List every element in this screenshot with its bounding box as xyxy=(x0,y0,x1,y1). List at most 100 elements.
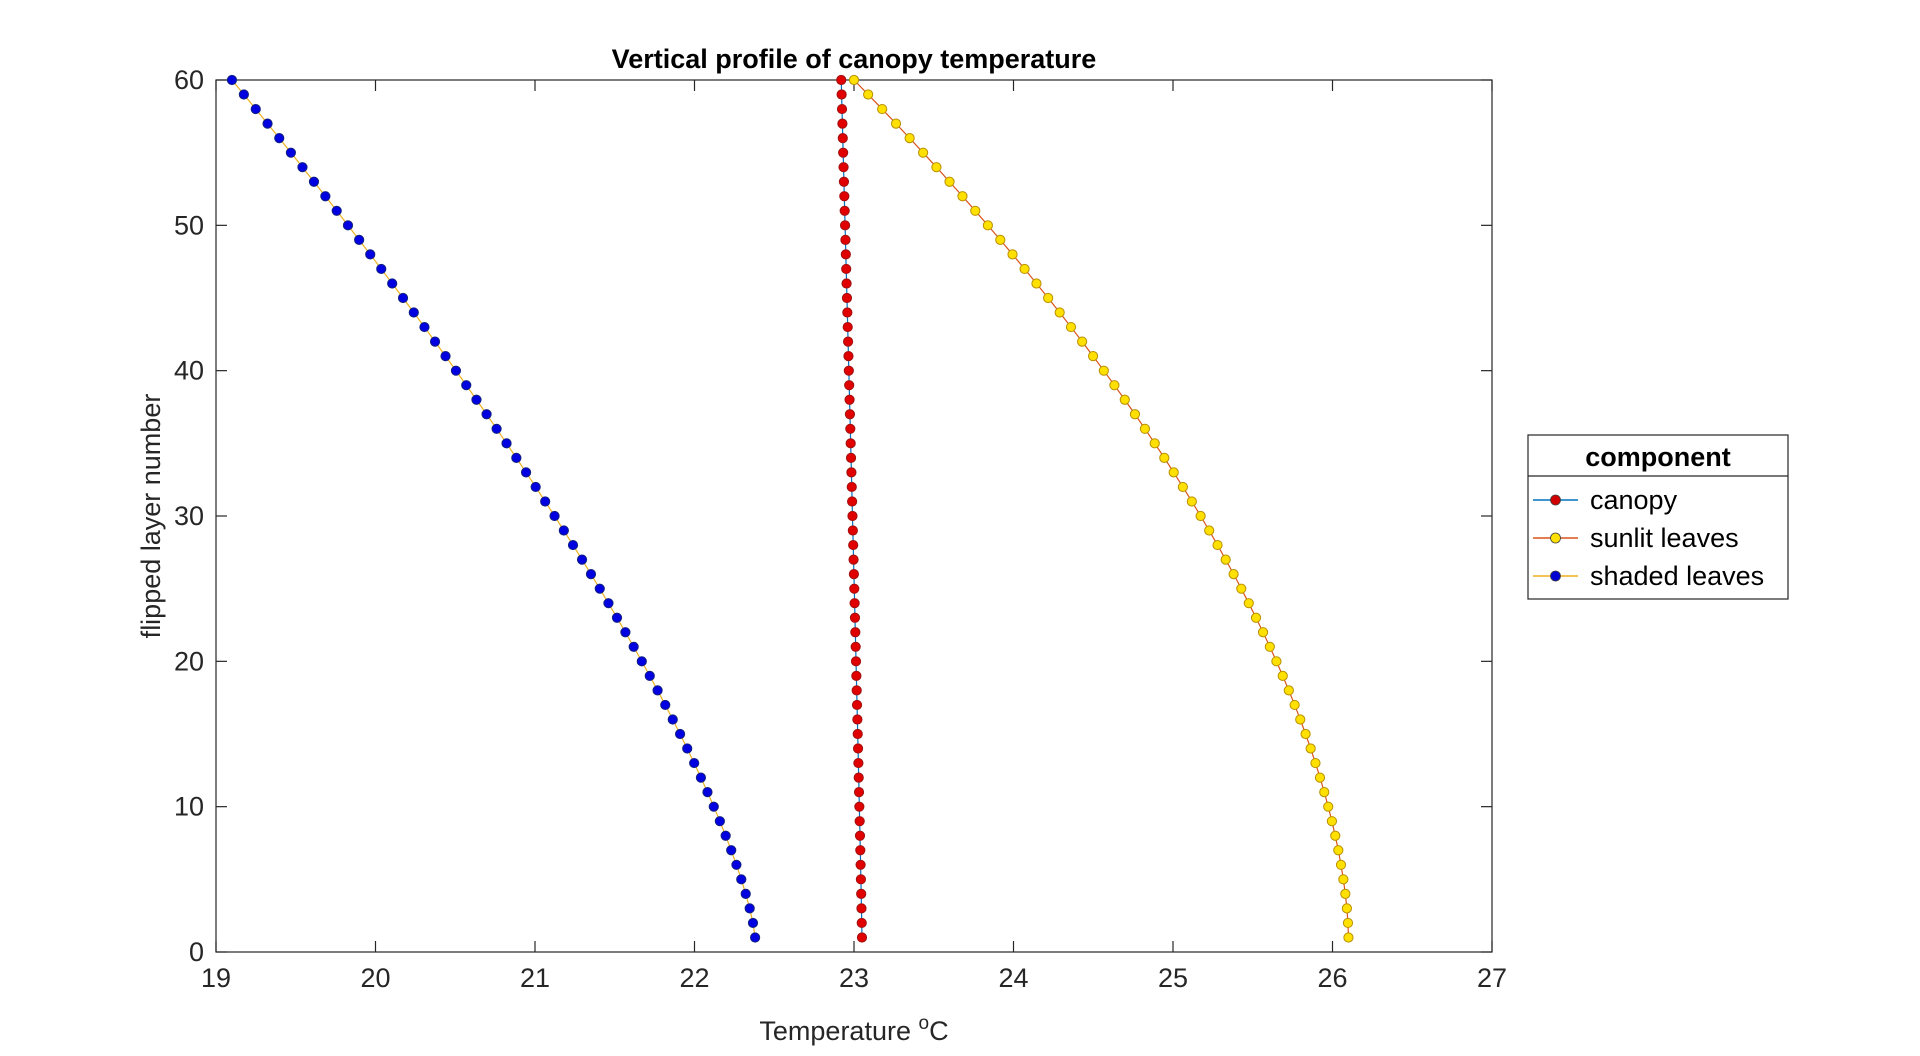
data-point xyxy=(644,670,655,681)
data-point xyxy=(674,728,686,740)
data-point xyxy=(491,423,502,434)
data-point xyxy=(540,496,551,507)
data-point xyxy=(1250,612,1262,623)
data-point xyxy=(1338,874,1349,885)
x-tick-label: 26 xyxy=(1317,963,1347,993)
data-point xyxy=(744,903,755,914)
data-point xyxy=(1031,278,1042,289)
data-point xyxy=(855,845,866,856)
data-point xyxy=(848,554,859,565)
legend-marker-swatch xyxy=(1550,570,1561,582)
data-point xyxy=(250,103,261,115)
y-tick-label: 30 xyxy=(174,501,204,531)
data-point xyxy=(1289,699,1300,711)
data-point xyxy=(320,191,331,202)
data-point xyxy=(854,830,866,841)
data-point xyxy=(1305,743,1316,754)
x-axis-label-unit: C xyxy=(929,1016,949,1046)
data-point xyxy=(1043,292,1054,304)
data-point xyxy=(850,627,861,638)
x-tick-label: 25 xyxy=(1158,963,1188,993)
y-tick-label: 60 xyxy=(174,65,204,95)
data-point xyxy=(1212,539,1223,551)
data-point xyxy=(567,539,579,551)
data-point xyxy=(836,89,847,100)
legend-entries: canopy sunlit leaves shaded leaves xyxy=(1533,485,1764,591)
data-point xyxy=(689,757,700,769)
data-point xyxy=(841,292,853,304)
data-point xyxy=(549,510,560,522)
data-point xyxy=(1087,351,1099,362)
data-point xyxy=(747,917,759,929)
axis-ticks xyxy=(215,79,1493,953)
data-point xyxy=(1065,321,1077,333)
data-point xyxy=(848,569,860,580)
x-tick-label: 20 xyxy=(360,963,390,993)
data-point xyxy=(628,641,639,652)
data-point xyxy=(1007,249,1018,260)
y-tick-label: 0 xyxy=(189,937,204,967)
data-point xyxy=(855,859,866,870)
data-point xyxy=(839,220,851,231)
data-point xyxy=(970,205,981,216)
data-point xyxy=(1341,903,1352,914)
data-point xyxy=(852,714,863,725)
data-point xyxy=(376,263,387,275)
data-point xyxy=(1139,423,1151,434)
legend-entry: sunlit leaves xyxy=(1533,523,1739,553)
x-tick-label: 19 xyxy=(201,963,231,993)
data-point xyxy=(1186,496,1197,507)
data-point xyxy=(461,380,472,391)
data-point xyxy=(856,917,867,929)
data-point xyxy=(520,467,532,478)
data-point xyxy=(982,220,993,231)
data-point xyxy=(846,467,857,478)
data-point xyxy=(419,321,430,333)
data-point xyxy=(854,801,865,812)
data-point xyxy=(838,162,849,173)
data-point xyxy=(856,903,867,914)
data-point xyxy=(387,278,398,289)
data-point xyxy=(877,103,888,115)
legend-label: shaded leaves xyxy=(1590,561,1764,591)
y-tick-label: 10 xyxy=(174,792,204,822)
data-point xyxy=(1319,787,1330,798)
data-point xyxy=(1204,525,1215,536)
data-point xyxy=(365,249,376,260)
data-point xyxy=(848,74,860,86)
data-point xyxy=(702,787,713,798)
data-point xyxy=(620,627,631,638)
data-point xyxy=(720,830,731,841)
data-point xyxy=(850,656,862,667)
y-tick-label: 20 xyxy=(174,646,204,676)
data-point xyxy=(740,888,751,899)
data-point xyxy=(1228,569,1239,580)
x-axis-label: Temperature oC xyxy=(759,1013,948,1046)
data-point xyxy=(843,365,854,376)
data-point xyxy=(1257,627,1269,638)
data-point xyxy=(848,539,859,551)
data-point xyxy=(1340,888,1351,899)
data-point xyxy=(1326,816,1338,827)
data-point xyxy=(1077,336,1088,347)
data-point xyxy=(849,583,860,594)
data-point xyxy=(840,234,851,245)
data-point xyxy=(440,351,451,362)
data-point xyxy=(429,336,441,347)
data-point xyxy=(1295,714,1306,725)
legend-label: canopy xyxy=(1590,485,1678,515)
data-point xyxy=(1277,670,1288,681)
data-point xyxy=(1300,728,1311,740)
legend-marker-swatch xyxy=(1550,494,1561,506)
data-point xyxy=(851,685,862,696)
series-canopy xyxy=(836,74,868,943)
data-point xyxy=(1129,409,1141,420)
x-tick-label: 21 xyxy=(520,963,550,993)
data-point xyxy=(944,176,955,187)
data-point xyxy=(844,409,856,420)
data-point xyxy=(837,133,848,144)
data-point xyxy=(918,147,929,158)
data-point xyxy=(471,394,482,405)
data-point xyxy=(1236,583,1247,594)
